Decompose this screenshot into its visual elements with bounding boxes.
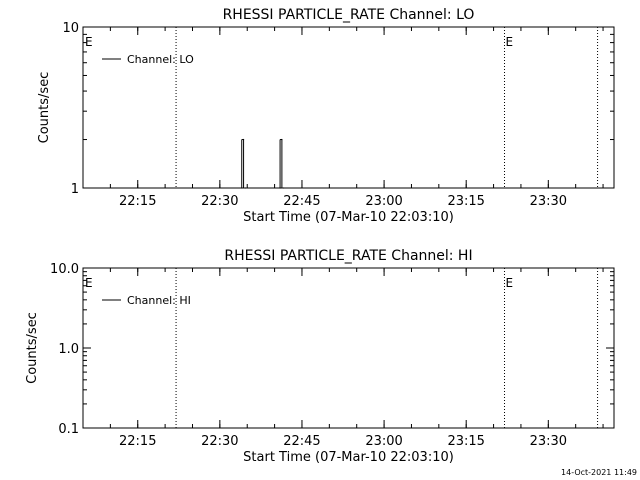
plot-frame bbox=[82, 267, 615, 429]
event-marker-label: E bbox=[85, 35, 93, 49]
event-marker-label: E bbox=[506, 276, 514, 290]
panel-lo: RHESSI PARTICLE_RATE Channel: LO 22:15 22:… bbox=[37, 7, 615, 225]
chart-title: RHESSI PARTICLE_RATE Channel: HI bbox=[224, 248, 472, 264]
x-tick-label: 23:00 bbox=[365, 194, 402, 209]
x-tick-label: 22:15 bbox=[119, 434, 156, 449]
x-tick-label: 22:45 bbox=[283, 434, 320, 449]
event-marker-label: E bbox=[85, 276, 93, 290]
data-point bbox=[283, 187, 285, 189]
x-tick-label: 22:30 bbox=[201, 194, 238, 209]
chart-title: RHESSI PARTICLE_RATE Channel: LO bbox=[223, 7, 475, 23]
y-tick-label: 10 bbox=[62, 21, 79, 36]
x-tick-label: 22:15 bbox=[119, 194, 156, 209]
event-marker-label: E bbox=[506, 35, 514, 49]
legend-label: Channel: HI bbox=[127, 294, 191, 307]
data-point bbox=[244, 187, 247, 189]
y-axis-label: Counts/sec bbox=[25, 312, 40, 384]
x-tick-label: 23:30 bbox=[530, 434, 567, 449]
y-tick-label: 10.0 bbox=[50, 262, 79, 277]
y-tick-label: 0.1 bbox=[58, 422, 79, 437]
y-tick-label: 1 bbox=[71, 182, 79, 197]
footer-timestamp: 14-Oct-2021 11:49 bbox=[561, 468, 637, 477]
data-point bbox=[241, 187, 243, 189]
x-axis-label: Start Time (07-Mar-10 22:03:10) bbox=[243, 450, 454, 465]
y-tick-label: 1.0 bbox=[58, 342, 79, 357]
legend-label: Channel: LO bbox=[127, 53, 194, 66]
y-axis-label: Counts/sec bbox=[37, 72, 52, 144]
plot-frame bbox=[82, 26, 615, 189]
x-tick-label: 23:30 bbox=[530, 194, 567, 209]
x-tick-label: 22:45 bbox=[283, 194, 320, 209]
x-axis-label: Start Time (07-Mar-10 22:03:10) bbox=[243, 210, 454, 225]
x-tick-label: 23:15 bbox=[447, 434, 484, 449]
data-point bbox=[281, 138, 283, 141]
x-tick-label: 23:00 bbox=[365, 434, 402, 449]
panel-hi: RHESSI PARTICLE_RATE Channel: HI 22:15 22:… bbox=[25, 248, 615, 465]
data-point bbox=[242, 138, 245, 141]
x-tick-label: 22:30 bbox=[201, 434, 238, 449]
data-point bbox=[279, 187, 281, 189]
x-tick-label: 23:15 bbox=[447, 194, 484, 209]
